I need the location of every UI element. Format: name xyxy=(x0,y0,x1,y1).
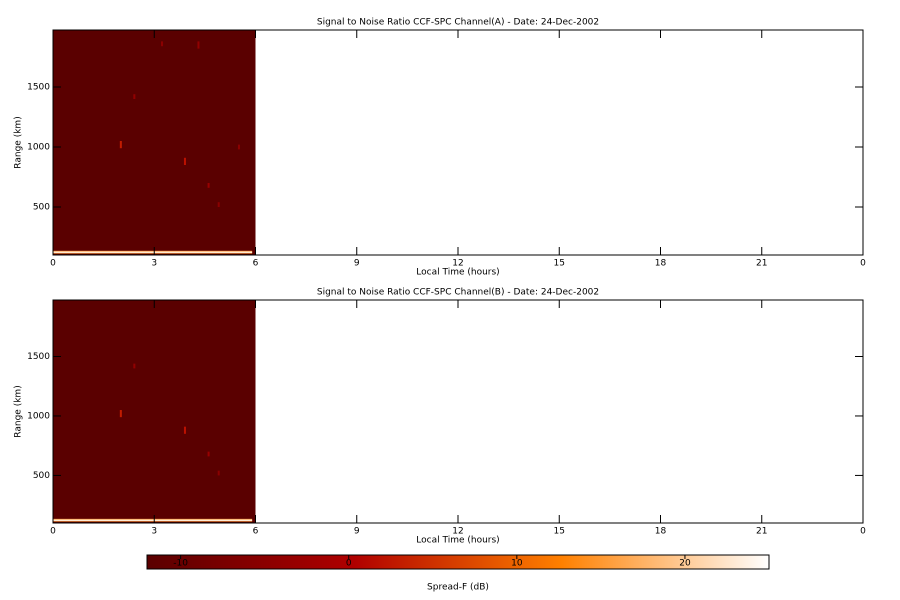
colorbar-tick-label: 10 xyxy=(511,559,523,569)
x-tick-label: 0 xyxy=(50,259,56,269)
x-tick-label: 9 xyxy=(354,527,360,537)
x-tick-label: 15 xyxy=(554,527,565,537)
heat-cell xyxy=(183,157,186,165)
heat-cell xyxy=(207,451,210,457)
x-tick-label: 12 xyxy=(452,259,463,269)
colorbar-tick-label: 0 xyxy=(346,559,352,569)
heat-cell xyxy=(217,470,220,476)
x-tick-label: 21 xyxy=(756,527,767,537)
x-tick-label: 3 xyxy=(151,259,157,269)
x-tick-label: 18 xyxy=(655,259,667,269)
heat-cell xyxy=(197,41,200,49)
x-tick-label: 6 xyxy=(253,259,259,269)
x-tick-label: 12 xyxy=(452,527,463,537)
y-tick-label: 1500 xyxy=(27,352,50,362)
colorbar-tick-label: -10 xyxy=(173,559,188,569)
heat-cell xyxy=(237,144,240,150)
heat-cell xyxy=(53,30,256,255)
y-tick-label: 500 xyxy=(33,203,50,213)
x-tick-label: 0 xyxy=(860,259,866,269)
x-tick-label: 21 xyxy=(756,259,767,269)
y-tick-label: 1000 xyxy=(27,411,50,421)
heat-cell xyxy=(217,202,220,207)
x-axis-label: Local Time (hours) xyxy=(416,536,499,546)
x-tick-label: 15 xyxy=(554,259,565,269)
x-tick-label: 18 xyxy=(655,527,667,537)
heat-cell xyxy=(183,426,186,434)
heat-cell xyxy=(53,300,256,523)
heat-cell xyxy=(53,519,253,521)
x-tick-label: 0 xyxy=(860,527,866,537)
x-axis-label: Local Time (hours) xyxy=(416,268,499,278)
y-axis-label: Range (km) xyxy=(14,385,24,437)
colorbar-tick-label: 20 xyxy=(679,559,691,569)
heat-cell xyxy=(133,94,136,99)
heat-cell xyxy=(161,41,164,47)
y-tick-label: 500 xyxy=(33,471,50,481)
y-tick-label: 1000 xyxy=(27,143,50,153)
heat-cell xyxy=(207,183,210,188)
colorbar-label: Spread-F (dB) xyxy=(427,583,489,593)
heat-cell xyxy=(53,251,253,253)
chart-title: Signal to Noise Ratio CCF-SPC Channel(A)… xyxy=(317,18,599,28)
y-tick-label: 1500 xyxy=(27,83,50,93)
x-tick-label: 0 xyxy=(50,527,56,537)
x-tick-label: 3 xyxy=(151,527,157,537)
y-axis-label: Range (km) xyxy=(14,116,24,168)
x-tick-label: 9 xyxy=(354,259,360,269)
heat-cell xyxy=(119,141,122,149)
x-tick-label: 6 xyxy=(253,527,259,537)
colorbar xyxy=(146,554,770,570)
heat-cell xyxy=(119,410,122,418)
chart-title: Signal to Noise Ratio CCF-SPC Channel(B)… xyxy=(317,288,599,298)
heat-cell xyxy=(133,363,136,369)
